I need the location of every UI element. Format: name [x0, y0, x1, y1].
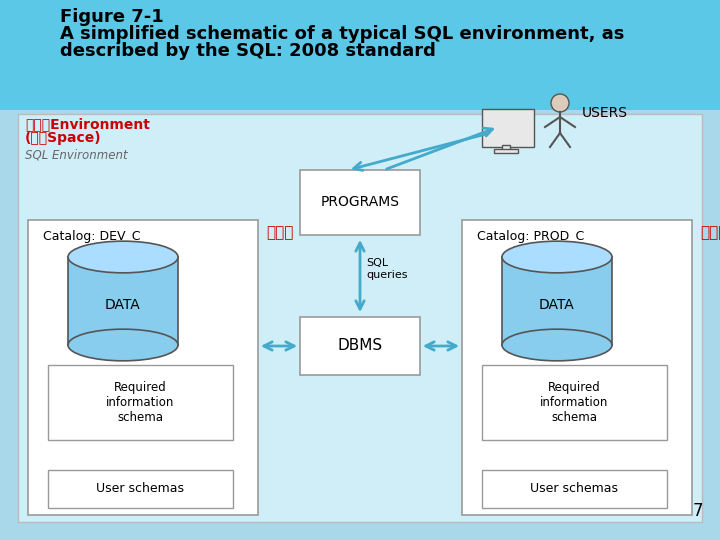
Text: 不同的Environment: 不同的Environment [25, 117, 150, 131]
FancyBboxPatch shape [28, 220, 258, 515]
Text: A simplified schematic of a typical SQL environment, as: A simplified schematic of a typical SQL … [60, 25, 624, 43]
Bar [494, 149, 518, 153]
Text: 開發用: 開發用 [266, 225, 293, 240]
Text: DATA: DATA [105, 299, 141, 313]
Text: 7: 7 [693, 502, 703, 520]
FancyBboxPatch shape [462, 220, 692, 515]
Text: Figure 7-1: Figure 7-1 [60, 8, 163, 26]
Bar [0, 0, 720, 110]
Text: described by the SQL: 2008 standard: described by the SQL: 2008 standard [60, 42, 436, 60]
Text: User schemas: User schemas [531, 483, 618, 496]
Text: User schemas: User schemas [96, 483, 184, 496]
Text: Catalog: DEV_C: Catalog: DEV_C [43, 230, 140, 243]
Text: PROGRAMS: PROGRAMS [320, 195, 400, 210]
Ellipse shape [68, 329, 178, 361]
Text: USERS: USERS [582, 106, 628, 120]
Text: Catalog: PROD_C: Catalog: PROD_C [477, 230, 584, 243]
Text: (或稱Space): (或稱Space) [25, 131, 102, 145]
Bar [502, 257, 612, 345]
Ellipse shape [502, 241, 612, 273]
Bar [68, 257, 178, 345]
FancyBboxPatch shape [18, 114, 702, 522]
Ellipse shape [502, 329, 612, 361]
FancyBboxPatch shape [300, 317, 420, 375]
Text: SQL
queries: SQL queries [366, 258, 408, 280]
Bar [0, 110, 720, 540]
Text: SQL Environment: SQL Environment [25, 149, 127, 162]
Text: Required
information
schema: Required information schema [107, 381, 175, 424]
FancyBboxPatch shape [482, 470, 667, 508]
Text: Required
information
schema: Required information schema [540, 381, 608, 424]
FancyBboxPatch shape [48, 365, 233, 440]
Text: DBMS: DBMS [338, 339, 382, 354]
FancyBboxPatch shape [48, 470, 233, 508]
Ellipse shape [68, 241, 178, 273]
Text: DATA: DATA [539, 299, 575, 313]
Text: 正式用: 正式用 [700, 225, 720, 240]
FancyBboxPatch shape [300, 170, 420, 235]
Bar [502, 145, 510, 151]
FancyBboxPatch shape [482, 365, 667, 440]
FancyBboxPatch shape [482, 109, 534, 147]
Circle shape [551, 94, 569, 112]
